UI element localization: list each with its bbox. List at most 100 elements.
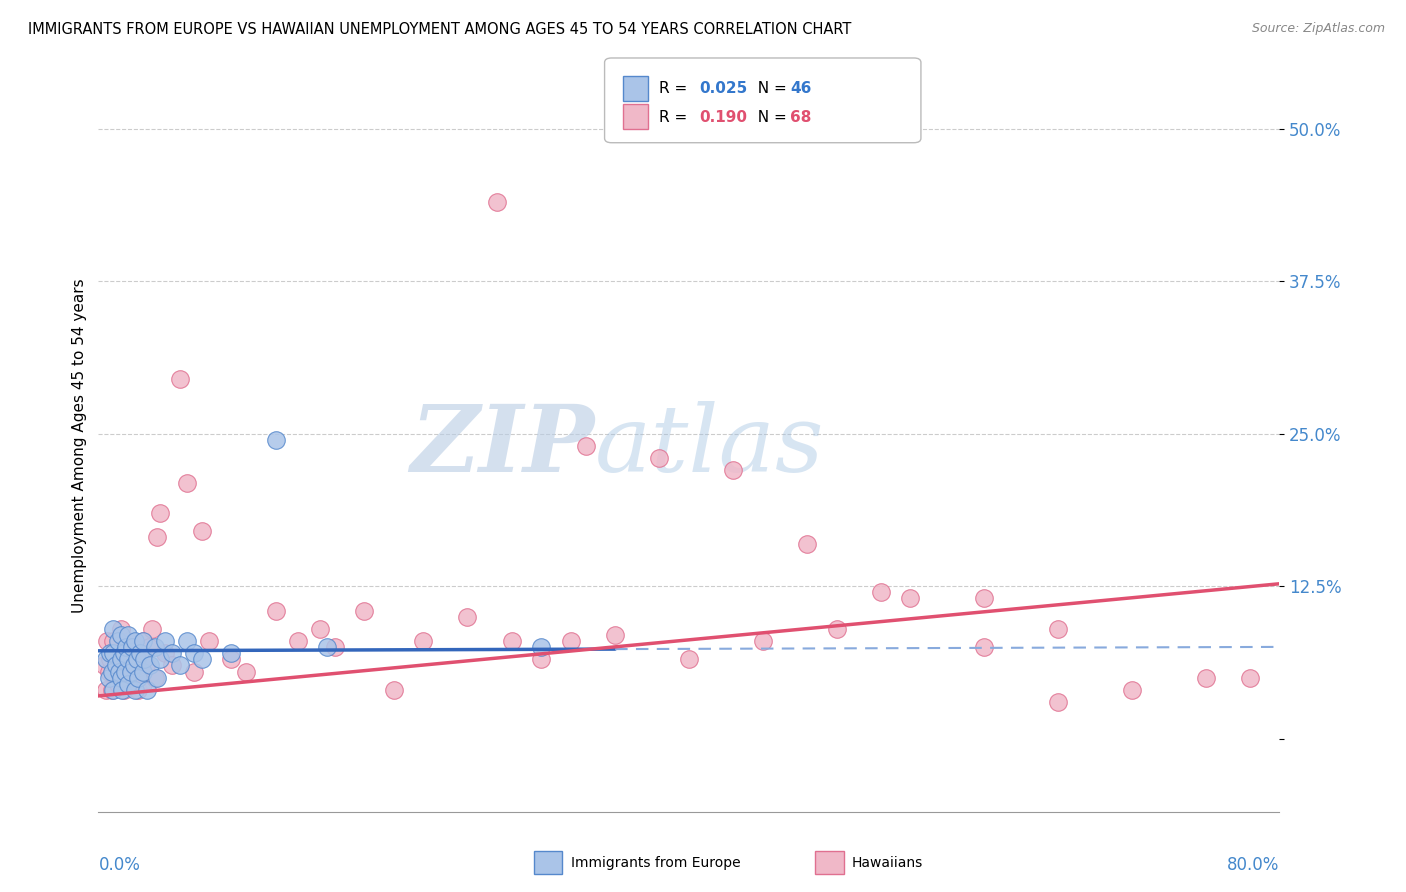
Point [143,640,166,655]
Point [135,658,157,673]
Point [108,665,131,679]
Point [96,634,118,648]
Point [127,671,149,685]
Point [191,652,214,666]
Point [110,671,132,685]
Point [103,634,125,648]
Point [486,195,509,210]
Point [752,634,775,648]
Point [870,585,893,599]
Point [105,658,128,673]
Point [132,665,155,679]
Point [103,665,125,679]
Point [111,682,134,697]
Point [264,433,287,447]
Point [1121,682,1143,697]
Point [120,665,142,679]
Text: R =: R = [659,81,693,96]
Text: Hawaiians: Hawaiians [852,855,924,870]
Point [287,634,309,648]
Point [110,671,132,685]
Point [94,682,117,697]
Text: 80.0%: 80.0% [1227,855,1279,873]
Point [678,652,700,666]
Point [323,640,346,655]
Point [110,652,132,666]
Text: atlas: atlas [595,401,824,491]
Point [149,652,172,666]
Point [162,646,183,660]
Point [141,622,163,636]
Point [124,646,146,660]
Point [1195,671,1218,685]
Point [153,634,176,648]
Point [183,665,205,679]
Point [198,634,221,648]
Point [114,640,136,655]
Point [825,622,848,636]
Text: R =: R = [659,110,693,125]
Point [94,652,117,666]
Y-axis label: Unemployment Among Ages 45 to 54 years: Unemployment Among Ages 45 to 54 years [72,278,87,614]
Point [117,652,139,666]
Point [98,652,121,666]
Point [124,682,146,697]
Point [122,676,145,690]
Point [309,622,332,636]
Point [98,646,121,660]
Point [139,658,162,673]
Point [115,640,138,655]
Point [1046,622,1070,636]
Point [117,665,139,679]
Text: 0.190: 0.190 [699,110,747,125]
Point [146,671,169,685]
Point [105,652,128,666]
Point [221,646,243,660]
Point [900,591,922,606]
Point [316,640,339,655]
Point [176,475,198,490]
Text: Source: ZipAtlas.com: Source: ZipAtlas.com [1251,22,1385,36]
Point [117,634,139,648]
Point [122,658,145,673]
Text: IMMIGRANTS FROM EUROPE VS HAWAIIAN UNEMPLOYMENT AMONG AGES 45 TO 54 YEARS CORREL: IMMIGRANTS FROM EUROPE VS HAWAIIAN UNEMP… [28,22,852,37]
Point [973,640,995,655]
Point [575,439,598,453]
Text: 46: 46 [790,81,811,96]
Point [191,524,214,539]
Point [117,676,139,690]
Point [114,665,136,679]
Text: 68: 68 [790,110,811,125]
Point [100,682,122,697]
Point [128,646,150,660]
Point [107,634,129,648]
Text: 0.025: 0.025 [699,81,747,96]
Point [143,671,166,685]
Point [97,665,120,679]
Point [648,451,671,466]
Point [530,652,553,666]
Point [120,658,142,673]
Point [128,658,150,673]
Point [127,682,149,697]
Point [605,628,627,642]
Text: N =: N = [748,110,792,125]
Point [264,604,287,618]
Point [183,646,205,660]
Point [457,609,479,624]
Point [110,628,132,642]
Point [112,682,135,697]
Point [97,671,120,685]
Point [134,652,156,666]
Point [136,682,159,697]
Point [973,591,995,606]
Point [162,658,183,673]
Point [132,676,155,690]
Text: Immigrants from Europe: Immigrants from Europe [571,855,741,870]
Point [111,652,134,666]
Text: 0.0%: 0.0% [98,855,141,873]
Point [382,682,405,697]
Point [501,634,523,648]
Point [235,665,257,679]
Point [560,634,582,648]
